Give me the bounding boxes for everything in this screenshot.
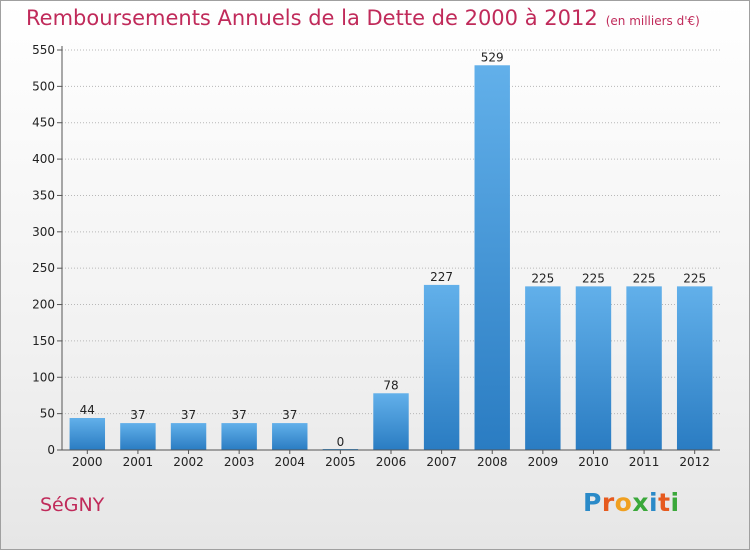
y-tick-label: 50 xyxy=(40,407,55,421)
data-label: 227 xyxy=(430,270,453,284)
bar xyxy=(69,418,106,450)
data-label: 37 xyxy=(130,408,145,422)
data-label: 78 xyxy=(383,378,398,392)
y-tick-label: 550 xyxy=(32,43,55,57)
labels: 0 50 100 150 200 250 300 350 400 450 500 550 44 2000 3… xyxy=(32,43,710,469)
proxiti-logo: Proxiti xyxy=(583,488,680,517)
bar xyxy=(626,286,662,450)
x-tick-label: 2007 xyxy=(426,455,457,469)
data-label: 37 xyxy=(282,408,297,422)
bar xyxy=(373,393,409,450)
x-tick-label: 2003 xyxy=(224,455,255,469)
bar xyxy=(676,286,713,450)
bar xyxy=(221,423,257,450)
data-label: 0 xyxy=(337,435,345,449)
y-tick-label: 100 xyxy=(32,370,55,384)
x-tick-label: 2009 xyxy=(528,455,559,469)
y-tick-label: 400 xyxy=(32,152,55,166)
y-tick-label: 450 xyxy=(32,116,55,130)
bar xyxy=(525,286,561,450)
logo-letter: t xyxy=(658,488,671,517)
grid-lines xyxy=(62,49,720,415)
commune-name: SéGNY xyxy=(40,494,105,516)
logo-letter: x xyxy=(632,488,649,517)
logo-letter: i xyxy=(649,488,659,517)
x-tick-label: 2004 xyxy=(274,455,305,469)
y-tick-label: 250 xyxy=(32,261,55,275)
x-tick-label: 2012 xyxy=(679,455,710,469)
bar xyxy=(575,286,612,450)
logo-letter: r xyxy=(601,488,615,517)
x-tick-label: 2005 xyxy=(325,455,356,469)
x-tick-label: 2000 xyxy=(72,455,103,469)
bar xyxy=(423,284,460,450)
chart-title-main: Remboursements Annuels de la Dette de 20… xyxy=(26,6,598,30)
chart-title: Remboursements Annuels de la Dette de 20… xyxy=(26,6,700,30)
y-tick-label: 500 xyxy=(32,79,55,93)
x-tick-label: 2010 xyxy=(578,455,609,469)
y-tick-label: 200 xyxy=(32,298,55,312)
data-label: 37 xyxy=(232,408,247,422)
data-label: 37 xyxy=(181,408,196,422)
x-tick-label: 2008 xyxy=(477,455,508,469)
y-tick-label: 150 xyxy=(32,334,55,348)
chart-title-unit: (en milliers d'€) xyxy=(605,14,700,28)
bar xyxy=(474,65,510,450)
logo-letter: i xyxy=(670,488,680,517)
data-label: 529 xyxy=(481,50,504,64)
x-tick-label: 2002 xyxy=(173,455,204,469)
y-tick-label: 0 xyxy=(47,443,55,457)
bars xyxy=(69,65,713,450)
data-label: 225 xyxy=(633,271,656,285)
x-tick-label: 2001 xyxy=(123,455,154,469)
bar xyxy=(120,423,156,450)
logo-letter: o xyxy=(614,488,633,517)
y-tick-label: 350 xyxy=(32,188,55,202)
y-tick-label: 300 xyxy=(32,225,55,239)
logo-letter: P xyxy=(583,488,602,517)
axes xyxy=(57,46,720,454)
bar xyxy=(272,423,308,450)
data-label: 44 xyxy=(80,403,95,417)
data-label: 225 xyxy=(683,271,706,285)
data-label: 225 xyxy=(582,271,605,285)
bar xyxy=(170,423,207,450)
data-label: 225 xyxy=(531,271,554,285)
x-tick-label: 2011 xyxy=(629,455,660,469)
x-tick-label: 2006 xyxy=(376,455,407,469)
